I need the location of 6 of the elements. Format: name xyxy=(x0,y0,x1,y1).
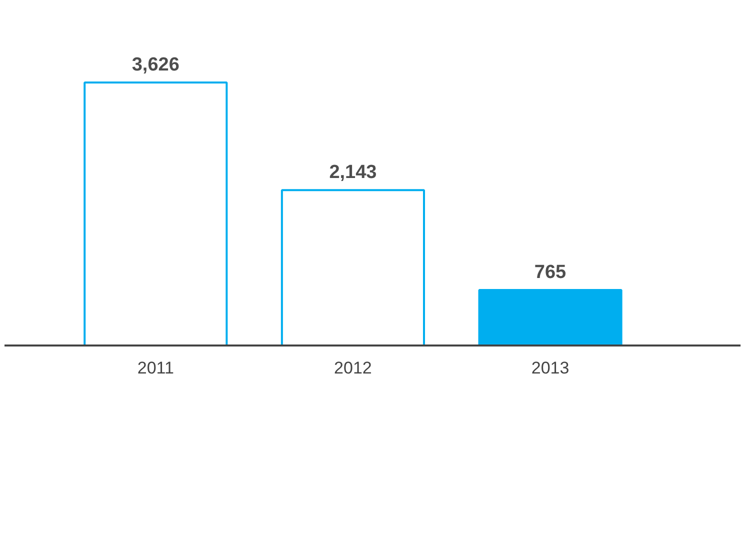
data-label: 3,626 xyxy=(132,54,180,76)
data-label: 2,143 xyxy=(329,162,377,184)
x-tick-label: 2011 xyxy=(137,358,174,378)
x-tick-label: 2012 xyxy=(334,358,372,378)
x-tick-label: 2013 xyxy=(531,358,570,378)
data-label: 765 xyxy=(534,262,567,284)
